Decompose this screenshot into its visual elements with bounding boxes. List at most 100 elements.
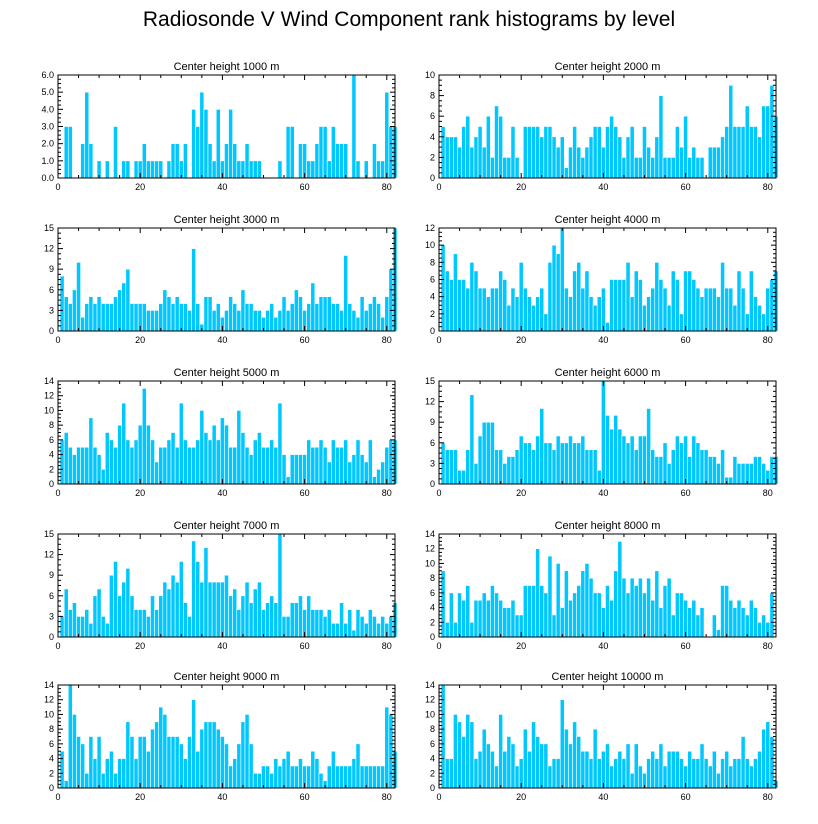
histogram-bar [572,126,577,179]
histogram-bar [215,109,221,179]
histogram-bar [572,721,577,789]
histogram-bar [154,310,159,332]
x-tick-label: 60 [300,488,310,498]
histogram-bar [629,577,635,638]
histogram-bar [63,296,69,332]
histogram-bar [384,706,390,789]
histogram-bar [559,699,565,789]
histogram-bar [670,750,676,789]
histogram-bar [691,146,697,179]
y-tick-label: 15 [44,529,54,539]
histogram-bar [162,446,168,485]
histogram-bar [335,143,340,179]
histogram-bar [461,469,467,485]
histogram-bar [125,721,131,789]
histogram-bar [662,442,668,485]
histogram-bar [683,599,688,638]
y-tick-label: 2.0 [41,139,54,149]
histogram-bar [572,592,577,638]
histogram-bar [367,765,373,789]
histogram-bar [269,439,275,485]
y-tick-label: 0 [49,632,54,642]
histogram-bar [646,146,651,179]
histogram-bar [178,303,184,332]
histogram-bar [679,442,684,485]
histogram-bar [535,548,540,638]
x-tick-label: 20 [135,182,145,192]
histogram-bar [80,616,86,638]
histogram-bar [687,456,693,485]
histogram-bar [141,143,147,179]
histogram-bar [224,574,229,638]
histogram-bar [605,743,610,789]
histogram-bar [104,303,110,332]
histogram-bar [322,296,328,332]
histogram-bar [195,303,201,332]
histogram-bar [80,743,86,789]
histogram-bar [121,758,127,789]
histogram-bar [191,540,196,638]
histogram-bar [88,622,94,638]
histogram-bar [502,607,508,638]
histogram-bar [679,146,684,179]
histogram-bar [330,303,336,332]
x-tick-label: 20 [135,792,145,802]
histogram-bar [166,439,172,485]
y-tick-label: 5.0 [41,87,54,97]
histogram-bar [547,442,553,485]
histogram-bar [748,126,754,179]
histogram-bar [277,310,283,332]
y-tick-label: 3 [430,458,435,468]
histogram-bar [695,287,701,332]
y-tick-label: 10 [425,709,435,719]
histogram-bar [129,595,135,638]
histogram-bar [535,126,540,179]
histogram-bar [215,728,221,789]
histogram-bar [448,279,454,332]
histogram-bar [121,581,127,638]
histogram-bar [633,585,639,638]
histogram-bar [543,592,549,638]
histogram-bar [527,126,532,179]
histogram-bar [330,439,336,485]
histogram-bar [481,287,487,332]
histogram-bar [621,577,627,638]
histogram-bar [506,607,512,638]
histogram-bar [498,270,504,332]
panel-title: Center height 4000 m [555,214,661,226]
histogram-bar [335,622,340,638]
x-tick-label: 60 [681,641,691,651]
histogram-bar [502,157,508,179]
histogram-bar [113,446,118,485]
histogram-bar [740,126,746,179]
histogram-bar [339,310,344,332]
histogram-bar [728,476,734,485]
y-tick-label: 2 [430,617,435,627]
histogram-bar [444,136,450,179]
histogram-bar [347,765,353,789]
y-tick-label: 0 [430,632,435,642]
histogram-bar [687,157,693,179]
histogram-bar [559,227,565,332]
histogram-bar [699,607,705,638]
histogram-bar [666,577,672,638]
histogram-bar [244,143,250,179]
histogram-bar [629,435,635,485]
histogram-bar [129,736,135,789]
histogram-bar [174,581,180,638]
x-tick-label: 60 [300,182,310,192]
histogram-bar [707,765,713,789]
histogram-bar [76,736,81,789]
histogram-bar [347,461,353,485]
histogram-bar [154,721,159,789]
histogram-bar [740,736,746,789]
histogram-bar [457,592,462,638]
histogram-bar [736,126,742,179]
histogram-bar [80,446,86,485]
histogram-bar [154,461,159,485]
histogram-bar [506,736,512,789]
histogram-bar [748,270,754,332]
y-tick-label: 10 [44,405,54,415]
histogram-bar [555,563,561,638]
histogram-bar [306,765,312,789]
